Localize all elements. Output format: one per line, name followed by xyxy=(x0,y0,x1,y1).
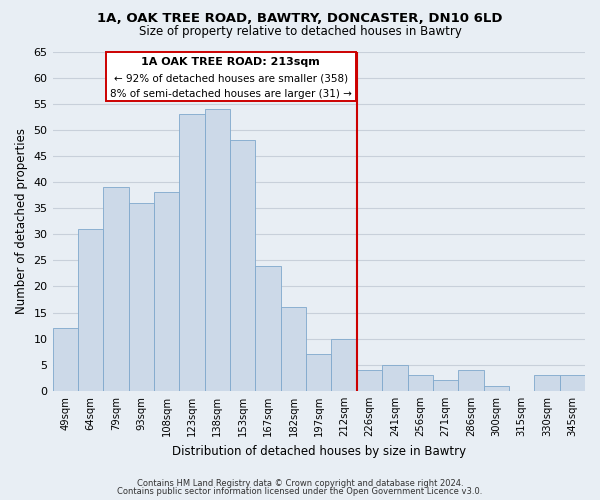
Bar xyxy=(331,338,357,391)
Bar xyxy=(484,386,509,391)
Text: ← 92% of detached houses are smaller (358): ← 92% of detached houses are smaller (35… xyxy=(113,74,348,84)
Bar xyxy=(281,308,306,391)
Bar xyxy=(78,229,103,391)
Bar xyxy=(205,109,230,391)
Text: Contains HM Land Registry data © Crown copyright and database right 2024.: Contains HM Land Registry data © Crown c… xyxy=(137,478,463,488)
Bar xyxy=(306,354,331,391)
Bar xyxy=(534,376,560,391)
Bar xyxy=(103,188,128,391)
Bar xyxy=(53,328,78,391)
Bar xyxy=(256,266,281,391)
Bar xyxy=(179,114,205,391)
Y-axis label: Number of detached properties: Number of detached properties xyxy=(15,128,28,314)
FancyBboxPatch shape xyxy=(106,52,356,101)
Bar xyxy=(230,140,256,391)
Bar xyxy=(458,370,484,391)
X-axis label: Distribution of detached houses by size in Bawtry: Distribution of detached houses by size … xyxy=(172,444,466,458)
Bar xyxy=(433,380,458,391)
Bar xyxy=(128,203,154,391)
Text: 1A, OAK TREE ROAD, BAWTRY, DONCASTER, DN10 6LD: 1A, OAK TREE ROAD, BAWTRY, DONCASTER, DN… xyxy=(97,12,503,26)
Bar xyxy=(407,376,433,391)
Bar xyxy=(382,365,407,391)
Text: 8% of semi-detached houses are larger (31) →: 8% of semi-detached houses are larger (3… xyxy=(110,89,352,99)
Bar xyxy=(357,370,382,391)
Bar xyxy=(560,376,585,391)
Text: 1A OAK TREE ROAD: 213sqm: 1A OAK TREE ROAD: 213sqm xyxy=(141,56,320,66)
Text: Contains public sector information licensed under the Open Government Licence v3: Contains public sector information licen… xyxy=(118,487,482,496)
Bar xyxy=(154,192,179,391)
Text: Size of property relative to detached houses in Bawtry: Size of property relative to detached ho… xyxy=(139,25,461,38)
